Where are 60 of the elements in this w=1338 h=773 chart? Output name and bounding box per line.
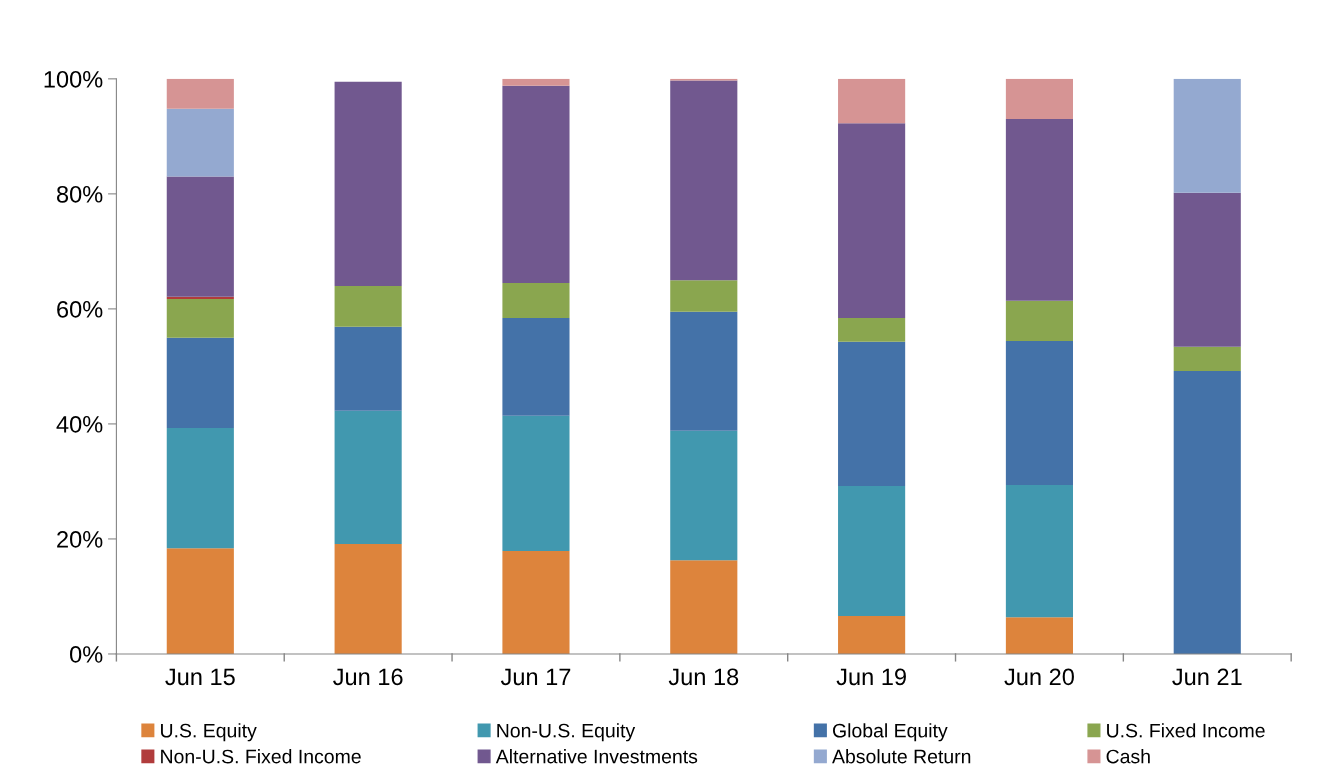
x-tick-label: Jun 16 [333, 668, 403, 686]
bar [670, 311, 738, 431]
bar [838, 123, 906, 319]
bar [1005, 341, 1073, 485]
bar [838, 341, 906, 487]
bar [166, 548, 234, 654]
bar [1005, 300, 1073, 342]
bar [502, 551, 570, 654]
bar [1005, 484, 1073, 618]
bar [838, 318, 906, 342]
legend-label: Non-U.S. Fixed Income [161, 749, 361, 764]
y-tick-label: 80% [56, 185, 103, 203]
bar [334, 81, 402, 286]
x-tick-label: Jun 21 [1172, 668, 1242, 686]
bar [1005, 119, 1073, 301]
legend-label: Absolute Return [832, 749, 971, 764]
bar [1005, 617, 1073, 654]
bar [670, 280, 738, 312]
bar [1173, 371, 1241, 654]
bar [166, 108, 234, 177]
bar [838, 616, 906, 654]
x-tick-label: Jun 18 [668, 668, 739, 686]
x-tick-label: Jun 17 [500, 668, 571, 686]
bar [1173, 192, 1241, 347]
legend-label: Alternative Investments [495, 749, 698, 764]
bar [334, 326, 402, 411]
x-tick-label: Jun 15 [165, 668, 235, 686]
bar [502, 78, 570, 86]
bar [334, 544, 402, 654]
bar [502, 283, 570, 319]
bar [838, 78, 906, 124]
x-tick-label: Jun 19 [836, 668, 906, 686]
bar [334, 410, 402, 545]
bar [1173, 346, 1241, 371]
bar [670, 560, 738, 654]
bar [502, 415, 570, 552]
bar [670, 430, 738, 561]
legend-label: U.S. Fixed Income [1107, 723, 1265, 738]
x-tick-label: Jun 20 [1004, 668, 1074, 686]
y-tick-label: 40% [56, 415, 103, 433]
bar [166, 176, 234, 297]
legend-label: Cash [1106, 749, 1150, 764]
bar [166, 299, 234, 338]
bar [1173, 78, 1241, 193]
y-tick-label: 20% [57, 531, 103, 548]
bar [1005, 78, 1073, 120]
bar [334, 285, 402, 327]
y-tick-label: 60% [57, 300, 103, 318]
y-tick-label: 0% [70, 646, 103, 663]
y-tick-label: 100% [44, 70, 103, 88]
bar [166, 337, 234, 428]
bar [166, 78, 234, 109]
legend-label: Global Equity [833, 723, 948, 742]
legend-label: U.S. Equity [161, 723, 257, 742]
bar [166, 427, 234, 549]
bar [670, 80, 738, 281]
bar [502, 85, 570, 284]
bar [838, 486, 906, 616]
bar [502, 318, 570, 416]
legend-label: Non-U.S. Equity [497, 723, 636, 742]
